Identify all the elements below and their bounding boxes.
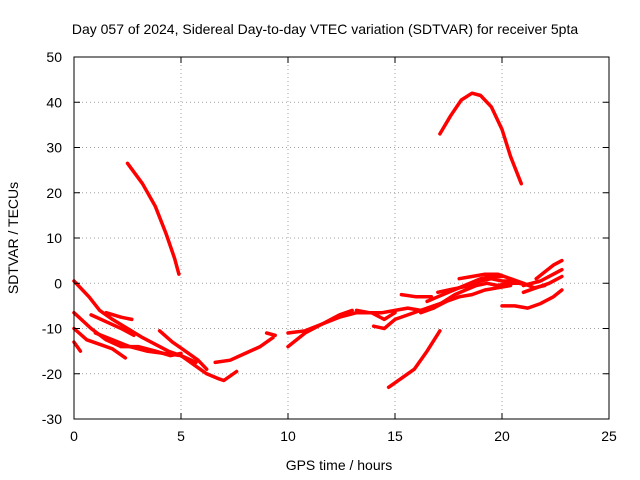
y-tick-label: -30 [42,411,62,427]
series-arc-2 [89,313,136,338]
series-arc-21 [500,288,564,310]
chart-title: Day 057 of 2024, Sidereal Day-to-day VTE… [72,21,579,37]
y-tick-label: 20 [46,185,62,201]
y-tick-label: -10 [42,321,62,337]
x-tick-label: 20 [494,428,510,444]
series-layer [72,91,564,390]
series-arc-13 [286,310,397,335]
series-arc-22 [521,274,564,295]
series-arc-16 [399,292,434,299]
y-tick-label: 30 [46,140,62,156]
x-tick-label: 5 [177,428,185,444]
y-tick-label: 0 [54,275,62,291]
y-tick-label: 10 [46,230,62,246]
y-axis-label: SDTVAR / TECUs [5,182,21,294]
series-arc-24 [521,267,564,288]
series-arc-17 [418,281,532,315]
series-arc-11 [264,331,277,338]
y-tick-label: 50 [46,49,62,65]
y-tick-label: -20 [42,366,62,382]
series-arc-7 [104,310,134,322]
series-arc-4 [72,326,128,360]
series-arc-26 [438,91,524,186]
x-tick-label: 0 [70,428,78,444]
series-arc-6 [72,340,83,353]
x-tick-label: 15 [387,428,403,444]
x-tick-label: 10 [280,428,296,444]
series-arc-5 [93,331,198,365]
series-arc-1 [72,279,239,383]
series-arc-23 [534,258,564,281]
series-arc-20 [457,272,526,286]
tick-layer: 0 5 10 15 20 25 -30 -20 -10 0 10 20 30 40 50 [42,49,617,444]
grid-layer [74,57,609,419]
series-arc-8 [125,161,181,276]
series-arc-25 [386,329,442,390]
series-arc-9 [157,329,209,371]
series-arc-10 [213,335,275,365]
x-axis-label: GPS time / hours [286,457,393,473]
x-tick-label: 25 [601,428,617,444]
y-tick-label: 40 [46,94,62,110]
